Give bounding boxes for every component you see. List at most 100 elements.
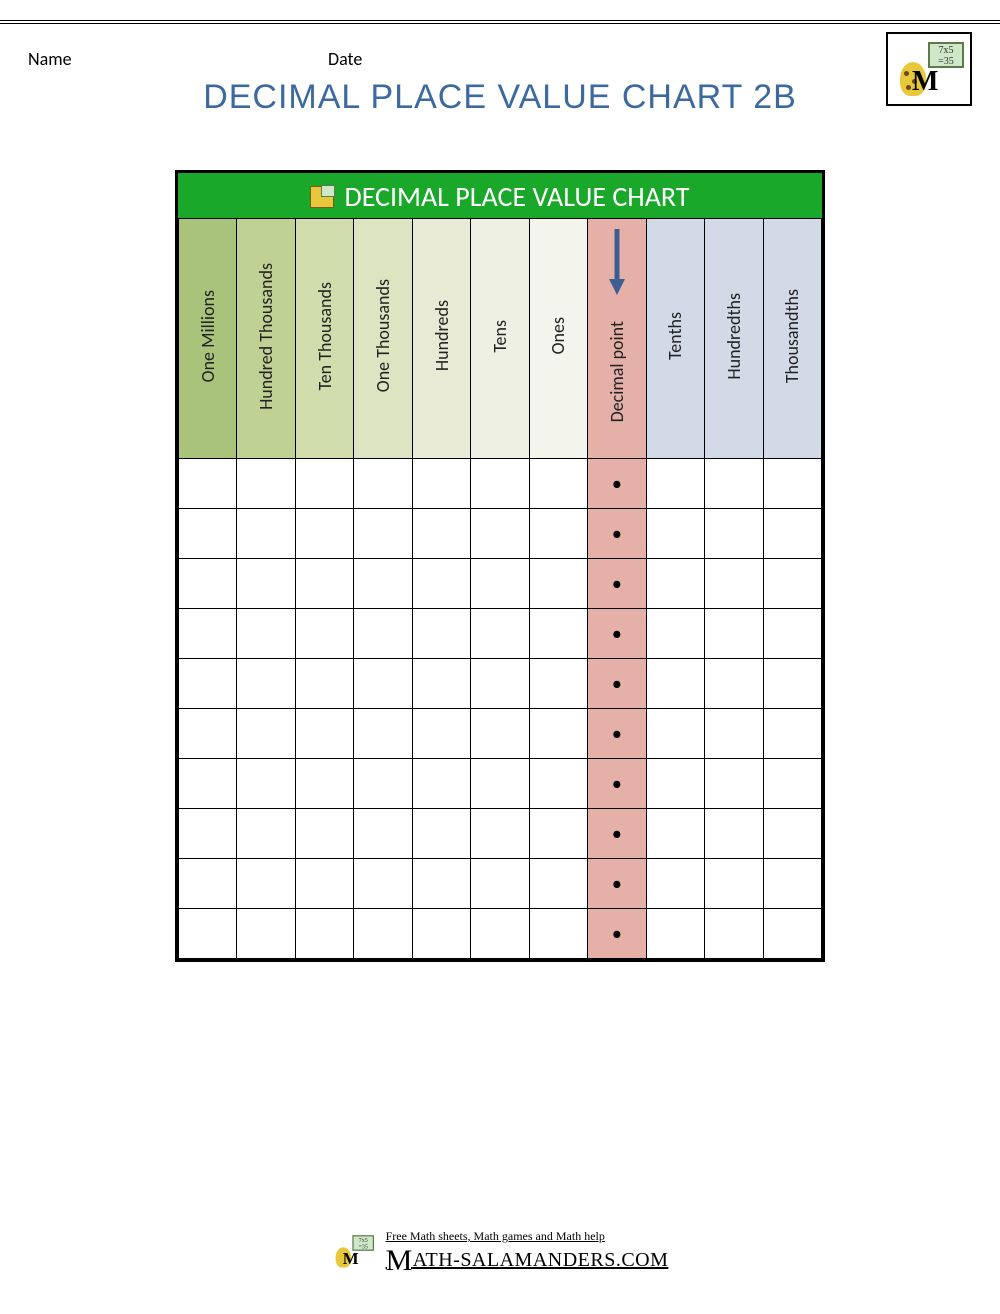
cell-one_thousands — [354, 809, 412, 859]
cell-hundredths — [705, 659, 763, 709]
cell-one_millions — [179, 609, 237, 659]
cell-one_millions — [179, 909, 237, 959]
col-label: Tenths — [664, 302, 686, 370]
table-row: • — [179, 909, 822, 959]
cell-tens — [471, 709, 529, 759]
cell-hundreds — [412, 459, 470, 509]
cell-decimal_point: • — [588, 509, 646, 559]
col-header-hundredths: Hundredths — [705, 219, 763, 459]
chalkboard-icon: 7x5 =35 — [928, 42, 964, 68]
col-label: Thousandths — [781, 279, 803, 393]
col-header-one_millions: One Millions — [179, 219, 237, 459]
col-header-tens: Tens — [471, 219, 529, 459]
cell-hundredths — [705, 559, 763, 609]
cell-decimal_point: • — [588, 759, 646, 809]
cell-hundreds — [412, 859, 470, 909]
cell-hundred_thousands — [237, 859, 295, 909]
cell-ones — [529, 459, 587, 509]
cell-one_thousands — [354, 659, 412, 709]
cell-ones — [529, 559, 587, 609]
salamander-logo-icon: 7x5 =35 M — [894, 40, 964, 98]
col-header-hundred_thousands: Hundred Thousands — [237, 219, 295, 459]
cell-one_thousands — [354, 609, 412, 659]
cell-decimal_point: • — [588, 559, 646, 609]
cell-tenths — [646, 859, 704, 909]
cell-tens — [471, 909, 529, 959]
cell-hundredths — [705, 909, 763, 959]
page-title: DECIMAL PLACE VALUE CHART 2B — [0, 78, 1000, 117]
table-row: • — [179, 659, 822, 709]
cell-tens — [471, 609, 529, 659]
col-header-ones: Ones — [529, 219, 587, 459]
cell-thousandths — [763, 709, 821, 759]
col-label: Decimal point — [606, 311, 628, 432]
table-row: • — [179, 509, 822, 559]
arrow-down-icon — [608, 227, 626, 297]
cell-one_thousands — [354, 459, 412, 509]
col-label: Ten Thousands — [314, 272, 336, 400]
cell-hundredths — [705, 709, 763, 759]
cell-tenths — [646, 459, 704, 509]
col-header-hundreds: Hundreds — [412, 219, 470, 459]
cell-hundredths — [705, 809, 763, 859]
cell-hundredths — [705, 509, 763, 559]
cell-ten_thousands — [295, 859, 353, 909]
cell-hundred_thousands — [237, 709, 295, 759]
cell-tens — [471, 759, 529, 809]
footer-tagline: Free Math sheets, Math games and Math he… — [386, 1229, 669, 1244]
cell-tenths — [646, 809, 704, 859]
cell-hundred_thousands — [237, 759, 295, 809]
cell-one_millions — [179, 809, 237, 859]
cell-one_millions — [179, 659, 237, 709]
cell-ten_thousands — [295, 759, 353, 809]
cell-decimal_point: • — [588, 709, 646, 759]
cell-decimal_point: • — [588, 809, 646, 859]
footer-site: MATH-SALAMANDERS.COM — [386, 1244, 669, 1278]
cell-hundred_thousands — [237, 509, 295, 559]
name-label: Name — [28, 48, 328, 70]
cell-decimal_point: • — [588, 609, 646, 659]
cell-hundred_thousands — [237, 809, 295, 859]
top-rule — [0, 20, 1000, 24]
cell-decimal_point: • — [588, 459, 646, 509]
cell-one_thousands — [354, 509, 412, 559]
cell-tenths — [646, 759, 704, 809]
cell-ten_thousands — [295, 709, 353, 759]
cell-thousandths — [763, 459, 821, 509]
cell-tenths — [646, 659, 704, 709]
cell-hundreds — [412, 659, 470, 709]
cell-one_thousands — [354, 709, 412, 759]
place-value-table: One MillionsHundred Thousands Ten Thousan… — [178, 218, 822, 959]
cell-hundreds — [412, 509, 470, 559]
cell-one_millions — [179, 459, 237, 509]
cell-hundredths — [705, 859, 763, 909]
logo-box: 7x5 =35 M — [886, 32, 972, 106]
cell-ones — [529, 859, 587, 909]
date-label: Date — [328, 48, 362, 70]
cell-hundred_thousands — [237, 659, 295, 709]
cell-ones — [529, 709, 587, 759]
cell-tenths — [646, 559, 704, 609]
cell-ones — [529, 909, 587, 959]
cell-hundreds — [412, 759, 470, 809]
table-row: • — [179, 459, 822, 509]
cell-decimal_point: • — [588, 859, 646, 909]
cell-hundred_thousands — [237, 909, 295, 959]
cell-one_thousands — [354, 559, 412, 609]
cell-ones — [529, 659, 587, 709]
cell-hundreds — [412, 609, 470, 659]
cell-tens — [471, 459, 529, 509]
cell-hundred_thousands — [237, 609, 295, 659]
cell-one_thousands — [354, 859, 412, 909]
cell-ten_thousands — [295, 659, 353, 709]
cell-ones — [529, 809, 587, 859]
cell-ten_thousands — [295, 509, 353, 559]
cell-decimal_point: • — [588, 659, 646, 709]
table-row: • — [179, 559, 822, 609]
cell-tenths — [646, 709, 704, 759]
cell-one_thousands — [354, 909, 412, 959]
col-label: Ones — [547, 307, 569, 364]
col-header-thousandths: Thousandths — [763, 219, 821, 459]
cell-ones — [529, 609, 587, 659]
table-row: • — [179, 759, 822, 809]
